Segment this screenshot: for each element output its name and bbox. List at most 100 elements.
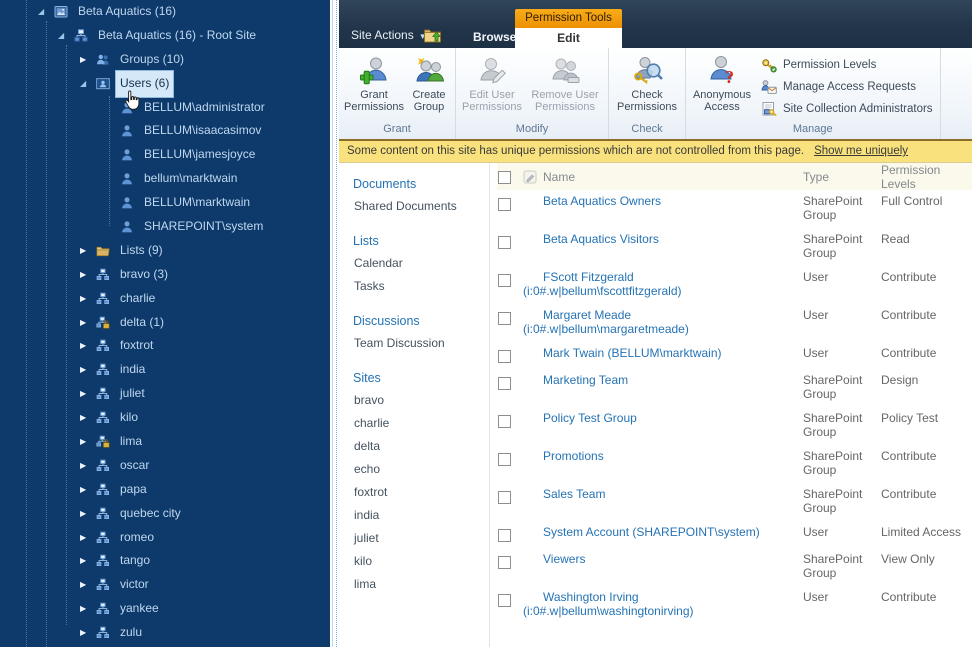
tree-expand-arrow[interactable]: ▶	[80, 293, 87, 303]
tree-item[interactable]: ▶ juliet	[0, 382, 330, 406]
tree-item-label[interactable]: SHAREPOINT\system	[144, 219, 264, 234]
tree-item[interactable]: ▶ zulu	[0, 621, 330, 645]
tree-item[interactable]: ▶ bravo (3)	[0, 263, 330, 287]
tree-item-label[interactable]: india	[120, 362, 146, 377]
principal-account[interactable]: (i:0#.w|bellum\washingtonirving)	[523, 603, 694, 618]
navigate-up-icon[interactable]	[423, 27, 442, 43]
principal-link[interactable]: Sales Team	[543, 487, 606, 501]
tree-item-label[interactable]: BELLUM\isaacasimov	[144, 123, 262, 138]
tree-item[interactable]: ▶ papa	[0, 478, 330, 502]
row-checkbox[interactable]	[498, 198, 511, 211]
tree-expand-arrow[interactable]: ▶	[80, 365, 87, 375]
tree-item-label[interactable]: bravo (3)	[120, 266, 169, 281]
tree-item[interactable]: ▶ romeo	[0, 526, 330, 550]
quick-launch-item[interactable]: juliet	[354, 531, 379, 545]
principal-link[interactable]: Beta Aquatics Owners	[543, 194, 662, 208]
quick-launch-item[interactable]: delta	[354, 439, 381, 453]
tree-expand-arrow[interactable]: ▶	[80, 245, 87, 255]
quick-launch-header[interactable]: Documents	[353, 177, 417, 191]
tree-item-label[interactable]: quebec city	[120, 505, 181, 520]
tree-expand-arrow[interactable]: ◢	[38, 7, 45, 16]
remove-user-permissions-button[interactable]: Remove User Permissions	[525, 51, 605, 113]
row-checkbox[interactable]	[498, 274, 511, 287]
quick-launch-item[interactable]: bravo	[354, 393, 385, 407]
site-collection-administrators-button[interactable]: Site Collection Administrators	[761, 101, 933, 117]
tree-item-label[interactable]: papa	[120, 481, 147, 496]
tree-expand-arrow[interactable]: ▶	[80, 317, 87, 327]
principal-link[interactable]: System Account (SHAREPOINT\system)	[543, 525, 760, 539]
row-checkbox[interactable]	[498, 529, 511, 542]
show-unique-content-link[interactable]: Show me uniquely	[814, 145, 909, 157]
quick-launch-item[interactable]: echo	[354, 462, 381, 476]
tree-item-label[interactable]: foxtrot	[120, 338, 154, 353]
tree-item-label[interactable]: Lists (9)	[120, 242, 163, 257]
principal-link[interactable]: Mark Twain (BELLUM\marktwain)	[543, 346, 722, 360]
tree-item[interactable]: ◢ Beta Aquatics (16)	[0, 0, 330, 24]
row-checkbox[interactable]	[498, 453, 511, 466]
tree-item-label[interactable]: juliet	[120, 386, 145, 401]
quick-launch-header[interactable]: Lists	[353, 234, 379, 248]
principal-link[interactable]: Washington Irving	[543, 590, 639, 604]
principal-link[interactable]: Promotions	[543, 449, 604, 463]
tree-expand-arrow[interactable]: ▶	[80, 628, 87, 638]
select-all-checkbox[interactable]	[498, 170, 511, 184]
tree-item[interactable]: ▶ tango	[0, 549, 330, 573]
tree-item[interactable]: ◢ Users (6)	[0, 69, 330, 98]
tree-item[interactable]: SHAREPOINT\system	[0, 215, 330, 239]
principal-link[interactable]: FScott Fitzgerald	[543, 270, 634, 284]
tree-item[interactable]: ◢ Beta Aquatics (16) - Root Site	[0, 24, 330, 48]
tree-item-label[interactable]: Users (6)	[114, 69, 175, 98]
principal-account[interactable]: (i:0#.w|bellum\margaretmeade)	[523, 321, 689, 336]
tree-item[interactable]: BELLUM\jamesjoyce	[0, 143, 330, 167]
grant-permissions-button[interactable]: Grant Permissions	[342, 51, 406, 113]
tree-item-label[interactable]: bellum\marktwain	[144, 171, 238, 186]
tree-item-label[interactable]: Groups (10)	[120, 51, 185, 66]
quick-launch-item[interactable]: kilo	[354, 554, 373, 568]
tree-item[interactable]: BELLUM\isaacasimov	[0, 119, 330, 143]
tree-expand-arrow[interactable]: ▶	[80, 460, 87, 470]
principal-link[interactable]: Beta Aquatics Visitors	[543, 232, 659, 246]
tree-item-label[interactable]: BELLUM\jamesjoyce	[144, 147, 256, 162]
tree-item[interactable]: BELLUM\marktwain	[0, 191, 330, 215]
principal-account[interactable]: (i:0#.w|bellum\fscottfitzgerald)	[523, 283, 682, 298]
manage-access-requests-button[interactable]: Manage Access Requests	[761, 79, 933, 95]
create-group-button[interactable]: Create Group	[406, 51, 452, 113]
principal-link[interactable]: Margaret Meade	[543, 308, 632, 322]
tree-item-label[interactable]: yankee	[120, 601, 159, 616]
principal-link[interactable]: Viewers	[543, 552, 586, 566]
tree-expand-arrow[interactable]: ▶	[80, 269, 87, 279]
tree-item-label[interactable]: lima	[120, 434, 143, 449]
principal-link[interactable]: Marketing Team	[543, 373, 629, 387]
row-checkbox[interactable]	[498, 236, 511, 249]
row-checkbox[interactable]	[498, 350, 511, 363]
quick-launch-item[interactable]: india	[354, 508, 380, 522]
tree-item[interactable]: ▶ Groups (10)	[0, 48, 330, 72]
tree-item[interactable]: ▶ kilo	[0, 406, 330, 430]
quick-launch-item[interactable]: Shared Documents	[354, 199, 457, 213]
tree-item-label[interactable]: romeo	[120, 529, 155, 544]
tree-expand-arrow[interactable]: ▶	[80, 437, 87, 447]
row-checkbox[interactable]	[498, 491, 511, 504]
tree-item[interactable]: ▶ Lists (9)	[0, 239, 330, 263]
tree-item-label[interactable]: Beta Aquatics (16)	[78, 4, 177, 18]
tree-expand-arrow[interactable]: ▶	[80, 341, 87, 351]
tree-item-label[interactable]: kilo	[120, 410, 139, 425]
row-checkbox[interactable]	[498, 415, 511, 428]
column-header-levels[interactable]: Permission Levels	[881, 163, 941, 191]
tree-expand-arrow[interactable]: ▶	[80, 532, 87, 542]
tree-item-label[interactable]: charlie	[120, 290, 156, 305]
column-header-type[interactable]: Type	[803, 170, 830, 184]
tree-item-label[interactable]: BELLUM\administrator	[144, 99, 265, 114]
tab-browse[interactable]: Browse	[473, 30, 517, 44]
anonymous-access-button[interactable]: ? Anonymous Access	[689, 51, 755, 113]
tree-item[interactable]: ▶ oscar	[0, 454, 330, 478]
tree-item[interactable]: bellum\marktwain	[0, 167, 330, 191]
tree-item-label[interactable]: oscar	[120, 457, 150, 472]
column-header-name[interactable]: Name	[543, 170, 576, 184]
tree-item[interactable]: ▶ victor	[0, 573, 330, 597]
tree-item-label[interactable]: zulu	[120, 625, 143, 640]
principal-link[interactable]: Policy Test Group	[543, 411, 637, 425]
quick-launch-header[interactable]: Sites	[353, 371, 381, 385]
tree-item[interactable]: ▶ delta (1)	[0, 311, 330, 335]
tree-expand-arrow[interactable]: ◢	[80, 78, 87, 88]
